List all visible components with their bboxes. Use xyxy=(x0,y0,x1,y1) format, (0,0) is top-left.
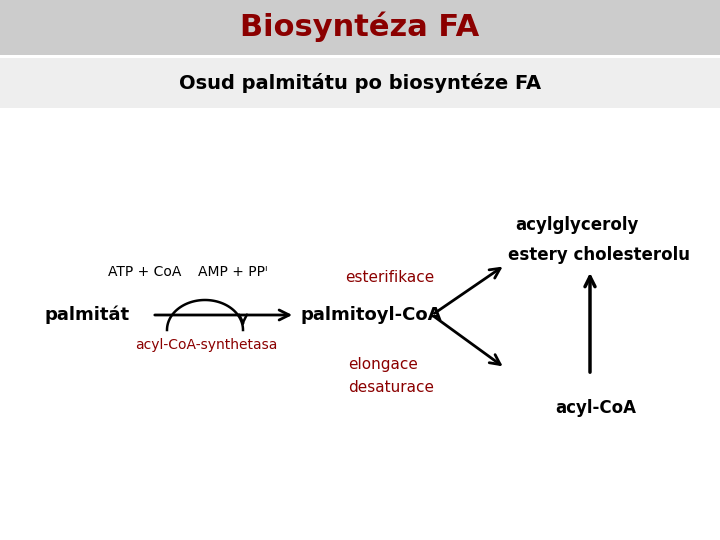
Text: palmitát: palmitát xyxy=(45,306,130,324)
Bar xyxy=(0,0,720,55)
Text: esterifikace: esterifikace xyxy=(345,271,434,286)
Bar xyxy=(0,58,720,108)
Text: Osud palmitátu po biosyntéze FA: Osud palmitátu po biosyntéze FA xyxy=(179,73,541,93)
Text: acylglyceroly: acylglyceroly xyxy=(515,216,639,234)
Text: palmitoyl-CoA: palmitoyl-CoA xyxy=(300,306,441,324)
Text: ATP + CoA: ATP + CoA xyxy=(108,265,181,279)
Text: estery cholesterolu: estery cholesterolu xyxy=(508,246,690,264)
Text: desaturace: desaturace xyxy=(348,381,434,395)
Text: elongace: elongace xyxy=(348,357,418,373)
Text: acyl-CoA: acyl-CoA xyxy=(555,399,636,417)
Text: AMP + PPᴵ: AMP + PPᴵ xyxy=(198,265,268,279)
Text: acyl-CoA-synthetasa: acyl-CoA-synthetasa xyxy=(135,338,277,352)
Text: Biosyntéza FA: Biosyntéza FA xyxy=(240,12,480,42)
